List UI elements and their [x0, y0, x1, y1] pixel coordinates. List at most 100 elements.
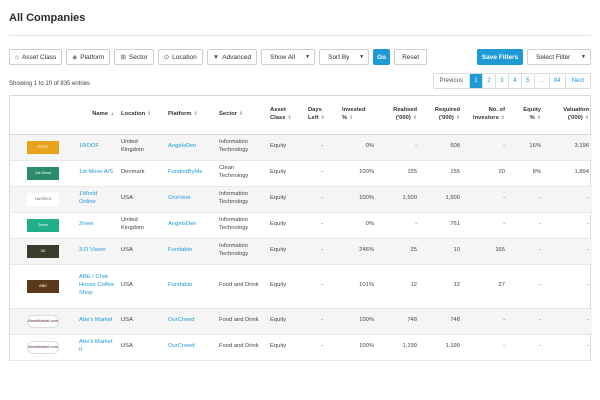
- advanced-filter-button[interactable]: ▼ Advanced: [206, 49, 258, 65]
- column-header-platform[interactable]: Platform ⇕: [165, 96, 216, 135]
- table-row[interactable]: AbesMarket.com Abe's Market USA OurCrowd Foo…: [10, 308, 592, 335]
- column-header-required[interactable]: Required ('000) ⇕: [420, 96, 463, 135]
- column-header-equity[interactable]: Equity % ⇕: [508, 96, 544, 135]
- cell-sector: Food and Drink: [216, 334, 267, 361]
- pagination-next[interactable]: Next: [564, 74, 590, 88]
- cell-investors: 27: [463, 264, 508, 309]
- save-filters-button[interactable]: Save Filters: [477, 49, 523, 65]
- pagination-page[interactable]: 1: [468, 74, 482, 88]
- cell-location: United Kingdom: [118, 212, 165, 239]
- table-header-row: Name ▲ Location ⇕ Platform ⇕ Sector ⇕ Asset …: [10, 96, 592, 135]
- cell-location: United Kingdom: [118, 134, 165, 161]
- cell-invested: 101%: [339, 264, 377, 309]
- pagination-page[interactable]: 5: [520, 74, 534, 88]
- company-logo[interactable]: 1st Move: [27, 166, 59, 180]
- cell-days-left: -: [305, 160, 339, 187]
- table-row[interactable]: AbesMarket.com Abe's Market II USA OurCrowd…: [10, 334, 592, 361]
- sort-icon: ⇕: [455, 114, 460, 121]
- select-filter-dropdown[interactable]: Select Filter ▼: [527, 49, 591, 65]
- company-name-link[interactable]: 1World Online: [76, 186, 118, 213]
- company-name-link[interactable]: 3-D Vision: [76, 238, 118, 265]
- company-name-link[interactable]: Abe's Market II: [76, 334, 118, 361]
- company-logo[interactable]: AbesMarket.com: [27, 314, 59, 328]
- cell-realised: 1,199: [377, 334, 420, 361]
- pagination-page[interactable]: 3: [494, 74, 508, 88]
- column-header-valuation[interactable]: Valuation ('000) ⇕: [544, 96, 592, 135]
- filter-icon: ▼: [212, 53, 220, 61]
- pagination-page[interactable]: 4: [507, 74, 521, 88]
- company-logo[interactable]: 3D: [27, 244, 59, 258]
- tag-icon: ◈: [72, 54, 78, 61]
- sort-icon: ⇕: [147, 110, 152, 117]
- cell-required: 10: [420, 238, 463, 265]
- company-logo-cell: 1st Move: [10, 160, 76, 187]
- cell-platform[interactable]: Fundable: [165, 238, 216, 265]
- cell-investors: -: [463, 212, 508, 239]
- sort-by-select[interactable]: Sort By ▼: [319, 49, 370, 65]
- table-row[interactable]: 2mee 2mee United Kingdom AngelsDen Informati…: [10, 212, 592, 239]
- cell-required: 608: [420, 134, 463, 161]
- company-logo[interactable]: ROOF: [27, 140, 59, 154]
- cell-platform[interactable]: OurCrowd: [165, 308, 216, 335]
- reset-button[interactable]: Reset: [394, 49, 428, 65]
- company-name-link[interactable]: Abe's Market: [76, 308, 118, 335]
- table-row[interactable]: 1st Move 1st Move A/S Denmark FundedByMe Cle…: [10, 160, 592, 187]
- pagination-previous[interactable]: Previous: [433, 74, 469, 88]
- cell-equity: 8%: [508, 160, 544, 187]
- table-row[interactable]: ROOF 1ROOF United Kingdom AngelsDen Informat…: [10, 134, 592, 161]
- company-logo[interactable]: AbesMarket.com: [27, 340, 59, 354]
- go-button[interactable]: Go: [373, 49, 391, 65]
- cell-days-left: -: [305, 264, 339, 309]
- cell-asset-class: Equity: [267, 134, 305, 161]
- sector-icon: ⊞: [120, 54, 126, 61]
- cell-platform[interactable]: Fundable: [165, 264, 216, 309]
- cell-investors: 20: [463, 160, 508, 187]
- cell-required: 155: [420, 160, 463, 187]
- cell-equity: -: [508, 238, 544, 265]
- column-header-days-left[interactable]: Days Left ⇕: [305, 96, 339, 135]
- column-header-realised[interactable]: Realised ('000) ⇕: [377, 96, 420, 135]
- cell-platform[interactable]: FundedByMe: [165, 160, 216, 187]
- cell-platform[interactable]: OurCrowd: [165, 334, 216, 361]
- table-row[interactable]: 3D 3-D Vision USA Fundable Information Techn…: [10, 238, 592, 265]
- cell-location: USA: [118, 186, 165, 213]
- cell-equity: -: [508, 212, 544, 239]
- company-logo[interactable]: ABE: [27, 279, 59, 293]
- cell-platform[interactable]: AngelsDen: [165, 134, 216, 161]
- cell-equity: -: [508, 334, 544, 361]
- company-logo[interactable]: 2mee: [27, 218, 59, 232]
- pagination-page[interactable]: 84: [548, 74, 565, 88]
- cell-realised: -: [377, 212, 420, 239]
- company-name-link[interactable]: ABE / Chat House Coffee Shop: [76, 264, 118, 309]
- asset-class-filter-button[interactable]: ⌂ Asset Class: [9, 49, 63, 65]
- cell-valuation: -: [544, 334, 592, 361]
- sector-filter-button[interactable]: ⊞ Sector: [114, 49, 154, 65]
- cell-asset-class: Equity: [267, 238, 305, 265]
- company-name-link[interactable]: 1ROOF: [76, 134, 118, 161]
- cell-platform[interactable]: AngelsDen: [165, 212, 216, 239]
- location-filter-button[interactable]: ⊙ Location: [157, 49, 203, 65]
- cell-valuation: -: [544, 264, 592, 309]
- column-header-asset-class[interactable]: Asset Class ⇕: [267, 96, 305, 135]
- company-name-link[interactable]: 2mee: [76, 212, 118, 239]
- cell-days-left: -: [305, 134, 339, 161]
- company-logo[interactable]: 1WORLD: [27, 192, 59, 206]
- cell-realised: 25: [377, 238, 420, 265]
- platform-filter-button[interactable]: ◈ Platform: [66, 49, 111, 65]
- cell-platform[interactable]: OneVest: [165, 186, 216, 213]
- cell-required: 12: [420, 264, 463, 309]
- cell-equity: -: [508, 264, 544, 309]
- company-name-link[interactable]: 1st Move A/S: [76, 160, 118, 187]
- sort-icon: ⇕: [320, 114, 325, 121]
- column-header-investors[interactable]: No. of Investors ⇕: [463, 96, 508, 135]
- column-header-sector[interactable]: Sector ⇕: [216, 96, 267, 135]
- column-header-invested[interactable]: Invested % ⇕: [339, 96, 377, 135]
- pagination-page[interactable]: 2: [481, 74, 495, 88]
- cell-location: USA: [118, 238, 165, 265]
- table-row[interactable]: 1WORLD 1World Online USA OneVest Information…: [10, 186, 592, 213]
- cell-location: USA: [118, 334, 165, 361]
- table-row[interactable]: ABE ABE / Chat House Coffee Shop USA Fundab…: [10, 264, 592, 309]
- column-header-name[interactable]: Name ▲: [76, 96, 118, 135]
- show-all-select[interactable]: Show All ▼: [261, 49, 316, 65]
- column-header-location[interactable]: Location ⇕: [118, 96, 165, 135]
